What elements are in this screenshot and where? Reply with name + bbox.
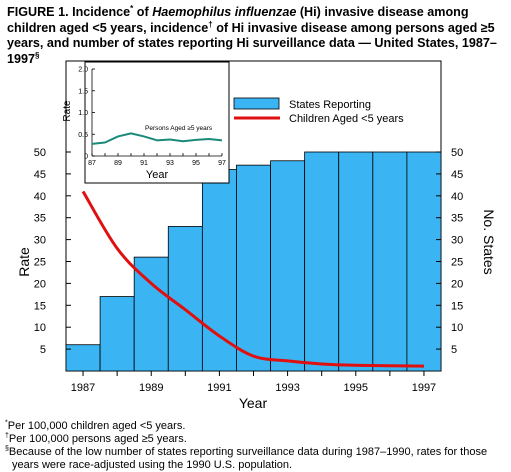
y2-axis-title: No. States: [481, 209, 497, 274]
inset-x-tick-label: 93: [166, 160, 174, 167]
footnote-text: Per 100,000 children aged <5 years.: [7, 420, 186, 432]
inset-line-persons-5plus: [91, 132, 223, 145]
inset-x-tick-label: 91: [140, 160, 148, 167]
right-tick-label: 45: [451, 169, 463, 181]
footnote-mark: †: [5, 432, 9, 440]
right-tick-label: 30: [451, 235, 463, 247]
bar-states-reporting: [167, 226, 203, 372]
footnote-text: Because of the low number of states repo…: [8, 446, 488, 471]
caption-title: FIGURE 1. Incidence: [7, 5, 131, 19]
inset-y-tick-label: 1.5: [78, 88, 88, 95]
left-tick-label: 30: [34, 235, 46, 247]
caption-mark: §: [35, 50, 40, 60]
bar-states-reporting: [406, 151, 442, 372]
legend-swatch-states: [233, 97, 280, 110]
caption-species: Haemophilus influenzae: [152, 5, 297, 19]
inset-x-tick-label: 87: [88, 160, 96, 167]
footnote-mark: §: [5, 445, 9, 453]
caption-mark: *: [130, 3, 134, 13]
line-children-under-5: [81, 190, 424, 368]
x-tick-label: 1989: [139, 382, 163, 394]
left-tick-label: 10: [34, 322, 46, 334]
footnote-1: *Per 100,000 children aged <5 years.: [5, 419, 186, 433]
inset-y-tick-label: 0.5: [78, 132, 88, 139]
footnote-3: §Because of the low number of states rep…: [5, 445, 507, 472]
inset-y-tick-label: 1.0: [78, 110, 88, 117]
x-axis-title: Year: [239, 395, 268, 411]
incidence-chart: 5 10 15 20 25 30 35 40 45 50 5 10 15 20 25 30 35 40 45 50 19…: [16, 60, 497, 411]
inset-frame: [84, 61, 230, 184]
legend-label-children: Children Aged <5 years: [289, 113, 404, 125]
y-axis-title: Rate: [16, 247, 32, 277]
caption-text: of: [133, 5, 153, 19]
left-tick-label: 40: [34, 191, 46, 203]
left-tick-label: 45: [34, 169, 46, 181]
left-tick-label: 50: [34, 147, 46, 159]
caption-text: (Hi) invasive disease among children age…: [7, 5, 469, 35]
bar-states-reporting: [270, 160, 306, 372]
x-tick-label: 1993: [275, 382, 299, 394]
left-tick-label: 35: [34, 213, 46, 225]
bar-states-reporting: [99, 296, 135, 372]
right-tick-label: 50: [451, 147, 463, 159]
right-tick-label: 35: [451, 213, 463, 225]
bar-states-reporting: [338, 151, 374, 372]
right-tick-label: 10: [451, 322, 463, 334]
inset-x-axis-title: Year: [146, 169, 169, 181]
right-tick-label: 5: [451, 344, 457, 356]
legend-label-states: States Reporting: [289, 99, 371, 111]
inset-y-tick-label: 0: [84, 154, 88, 161]
figure-caption: FIGURE 1. Incidence* of Haemophilus infl…: [7, 3, 507, 67]
left-tick-label: 25: [34, 257, 46, 269]
bar-states-reporting: [65, 344, 101, 372]
bar-states-reporting: [304, 151, 340, 372]
x-tick-label: 1997: [412, 382, 436, 394]
right-tick-label: 25: [451, 257, 463, 269]
inset-x-tick-label: 89: [114, 160, 122, 167]
left-tick-label: 20: [34, 278, 46, 290]
inset-annotation: Persons Aged ≥5 years: [145, 125, 213, 132]
bar-states-reporting: [201, 169, 237, 372]
inset-x-tick-label: 95: [192, 160, 200, 167]
right-tick-label: 40: [451, 191, 463, 203]
x-tick-label: 1987: [71, 382, 95, 394]
bar-states-reporting: [372, 151, 408, 372]
inset-y-tick-label: 2.0: [78, 67, 88, 74]
bar-states-reporting: [133, 256, 169, 372]
right-tick-label: 15: [451, 300, 463, 312]
left-tick-label: 5: [40, 344, 46, 356]
footnote-mark: *: [5, 419, 8, 427]
caption-mark: †: [208, 19, 213, 29]
x-tick-label: 1995: [344, 382, 368, 394]
footnote-2: †Per 100,000 persons aged ≥5 years.: [5, 432, 187, 446]
left-tick-label: 15: [34, 300, 46, 312]
right-tick-label: 20: [451, 278, 463, 290]
inset-y-axis-title: Rate: [62, 100, 73, 122]
bar-states-reporting: [236, 164, 271, 372]
x-tick-label: 1991: [207, 382, 231, 394]
footnote-text: Per 100,000 persons aged ≥5 years.: [8, 433, 187, 445]
caption-text: of Hi invasive disease among persons age…: [7, 20, 497, 66]
inset-x-tick-label: 97: [218, 160, 226, 167]
